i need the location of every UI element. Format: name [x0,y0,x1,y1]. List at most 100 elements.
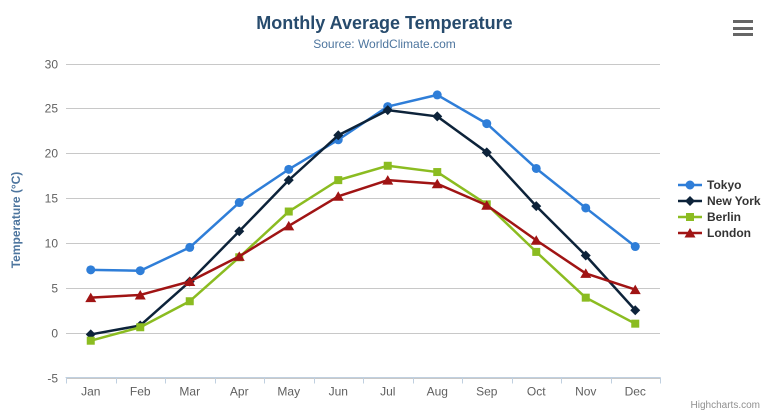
data-point[interactable] [531,163,541,173]
series-line-tokyo [89,93,637,272]
y-axis-label: 5 [51,282,58,296]
data-point[interactable] [332,191,344,201]
data-point[interactable] [135,266,145,276]
x-axis-label: Apr [230,385,249,399]
data-point[interactable] [185,297,194,306]
y-axis-label: 0 [51,327,58,341]
data-point[interactable] [85,292,97,303]
legend-item-tokyo[interactable]: Tokyo [678,177,761,193]
data-point[interactable] [234,226,245,237]
data-point[interactable] [136,323,145,332]
data-point[interactable] [431,178,443,189]
x-axis-label: Oct [527,385,546,399]
x-axis-label: Sep [476,385,498,399]
y-axis-label: 30 [45,58,59,72]
x-axis-label: May [277,385,300,399]
hamburger-icon [733,20,753,23]
data-point[interactable] [86,336,95,345]
data-point[interactable] [482,119,492,129]
data-point[interactable] [284,207,293,216]
data-point[interactable] [580,268,592,278]
x-axis-label: Jan [81,385,100,399]
data-point[interactable] [185,242,195,252]
export-menu-button[interactable] [733,19,753,37]
y-axis-title: Temperature (°C) [9,171,23,269]
data-point[interactable] [432,90,442,100]
chart-title: Monthly Average Temperature [256,13,513,33]
series-line-new-york [89,108,637,336]
data-point[interactable] [283,175,294,186]
data-point[interactable] [581,293,590,302]
data-point[interactable] [581,203,591,213]
legend-label: Tokyo [707,178,742,192]
x-axis-labels: Jan Feb Mar Apr May Jun Jul Aug Sep Oct Nov Dec [81,385,646,399]
hamburger-icon [733,26,753,30]
highcharts-credit[interactable]: Highcharts.com [690,400,760,411]
data-point[interactable] [629,284,641,295]
legend-marker-triangle-icon [678,228,702,238]
data-point[interactable] [383,161,392,170]
hamburger-icon [733,33,753,36]
legend-label: New York [707,194,761,208]
series-line-london [89,178,637,299]
series-line-berlin [89,164,637,342]
x-axis-label: Jul [380,385,395,399]
x-axis [65,377,661,384]
data-point[interactable] [382,105,393,116]
data-point[interactable] [284,164,294,174]
legend-marker-circle-icon [678,180,702,190]
data-point[interactable] [481,147,492,158]
data-point[interactable] [134,289,146,300]
data-point[interactable] [532,247,541,256]
data-point[interactable] [631,319,640,328]
data-point[interactable] [630,305,641,316]
legend: Tokyo New York Berlin London [678,177,761,241]
x-axis-label: Jun [329,385,348,399]
legend-item-london[interactable]: London [678,225,761,241]
data-point[interactable] [234,198,244,208]
x-axis-label: Dec [625,385,646,399]
data-point[interactable] [433,168,442,177]
data-point[interactable] [684,228,696,238]
data-point[interactable] [233,251,245,261]
data-point[interactable] [630,242,640,252]
data-point[interactable] [86,265,96,275]
y-axis-label: 20 [45,147,59,161]
data-point[interactable] [283,220,295,231]
series-tokyo [86,90,640,276]
y-axis-labels: -5 0 5 10 15 20 25 30 [45,58,59,386]
data-point[interactable] [382,175,394,185]
data-point[interactable] [686,213,694,221]
legend-item-new-york[interactable]: New York [678,193,761,209]
y-axis-label: 25 [45,102,59,116]
series-new-york [85,105,641,340]
data-point[interactable] [580,250,591,261]
chart-subtitle: Source: WorldClimate.com [313,37,456,51]
data-point[interactable] [531,201,542,212]
x-axis-label: Nov [575,385,596,399]
legend-item-berlin[interactable]: Berlin [678,209,761,225]
x-axis-label: Feb [130,385,151,399]
data-point[interactable] [184,276,196,287]
series-london [85,175,641,303]
data-point[interactable] [333,130,344,141]
legend-marker-diamond-icon [678,196,702,206]
y-gridlines [66,64,660,379]
y-axis-label: 15 [45,192,59,206]
y-axis-label: 10 [45,237,59,251]
data-point[interactable] [334,176,343,185]
legend-label: Berlin [707,210,742,224]
x-axis-label: Aug [427,385,448,399]
legend-marker-square-icon [678,213,702,221]
series-berlin [86,161,640,345]
data-point[interactable] [685,196,695,206]
data-point[interactable] [685,180,695,190]
data-point[interactable] [481,200,493,210]
x-axis-label: Mar [179,385,200,399]
data-point[interactable] [530,235,542,245]
data-point[interactable] [432,111,443,122]
y-axis-label: -5 [47,372,58,386]
legend-label: London [707,226,751,240]
